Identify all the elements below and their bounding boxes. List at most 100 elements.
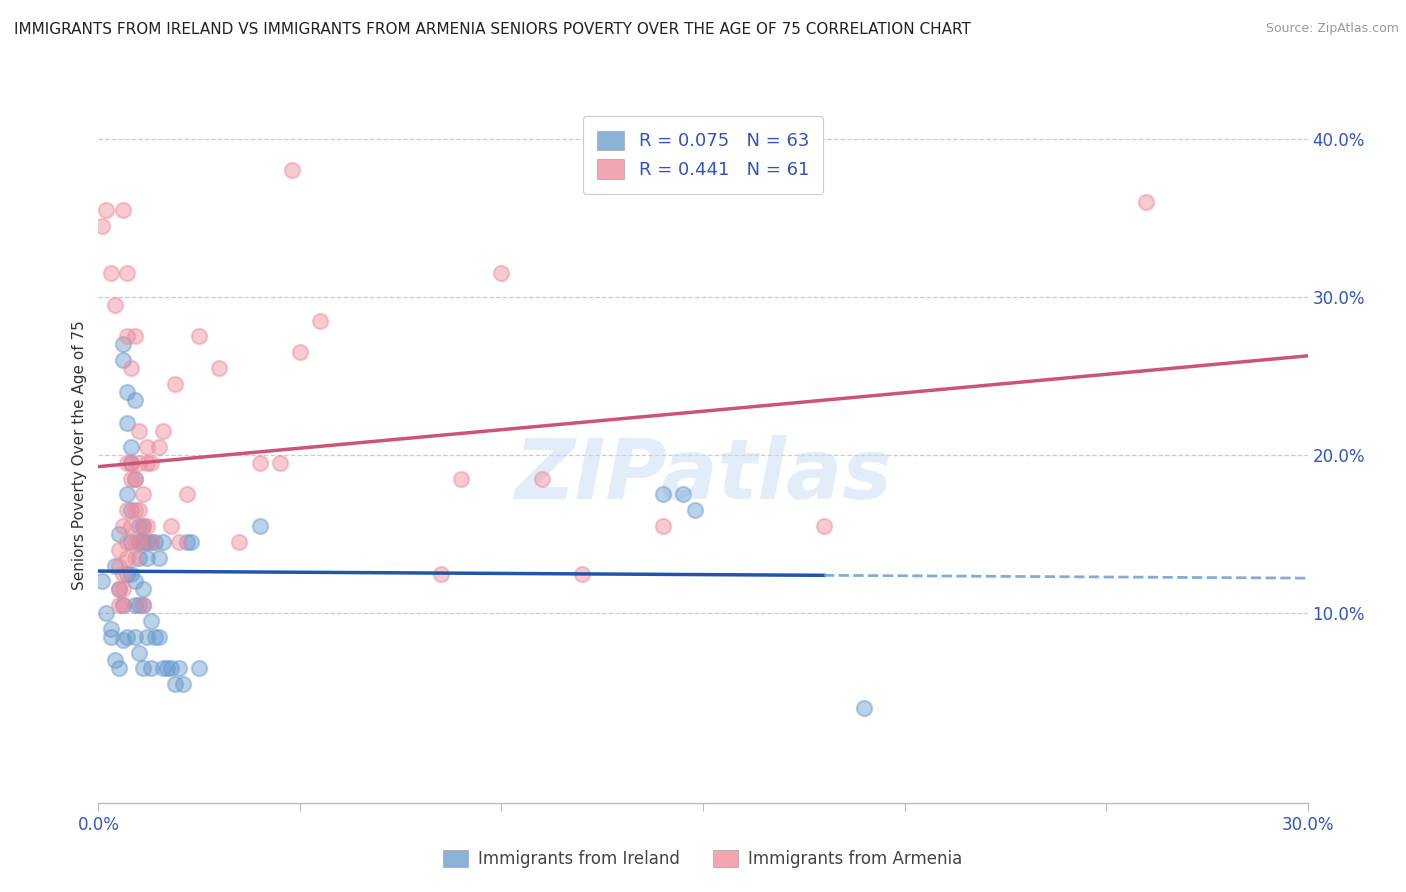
Point xyxy=(128,503,150,517)
Point xyxy=(124,598,146,612)
Point xyxy=(853,701,876,715)
Point xyxy=(269,456,291,470)
Legend: R = 0.075   N = 63, R = 0.441   N = 61: R = 0.075 N = 63, R = 0.441 N = 61 xyxy=(582,116,824,194)
Text: ZIPatlas: ZIPatlas xyxy=(515,435,891,516)
Point xyxy=(148,440,170,454)
Point xyxy=(135,534,157,549)
Point xyxy=(651,487,673,501)
Point xyxy=(139,534,162,549)
Point xyxy=(115,534,138,549)
Point xyxy=(111,519,134,533)
Point xyxy=(115,456,138,470)
Point xyxy=(450,472,472,486)
Point xyxy=(139,534,162,549)
Legend: Immigrants from Ireland, Immigrants from Armenia: Immigrants from Ireland, Immigrants from… xyxy=(437,843,969,875)
Point xyxy=(128,646,150,660)
Point xyxy=(120,534,142,549)
Point xyxy=(111,598,134,612)
Point xyxy=(115,630,138,644)
Point xyxy=(115,566,138,581)
Point xyxy=(115,384,138,399)
Point xyxy=(135,630,157,644)
Point xyxy=(120,519,142,533)
Point xyxy=(128,550,150,565)
Point xyxy=(571,566,593,581)
Point xyxy=(188,329,211,343)
Point xyxy=(128,598,150,612)
Point xyxy=(160,519,183,533)
Point xyxy=(120,472,142,486)
Point xyxy=(107,598,129,612)
Point xyxy=(107,558,129,573)
Point xyxy=(124,534,146,549)
Point xyxy=(120,456,142,470)
Point xyxy=(176,487,198,501)
Point xyxy=(132,519,155,533)
Point xyxy=(111,566,134,581)
Point xyxy=(172,677,194,691)
Point xyxy=(120,503,142,517)
Point xyxy=(651,519,673,533)
Point xyxy=(120,456,142,470)
Point xyxy=(530,472,553,486)
Point xyxy=(132,661,155,675)
Point xyxy=(111,202,134,217)
Text: IMMIGRANTS FROM IRELAND VS IMMIGRANTS FROM ARMENIA SENIORS POVERTY OVER THE AGE : IMMIGRANTS FROM IRELAND VS IMMIGRANTS FR… xyxy=(14,22,972,37)
Point xyxy=(111,598,134,612)
Point xyxy=(103,653,125,667)
Point xyxy=(132,582,155,597)
Point xyxy=(135,550,157,565)
Point xyxy=(124,472,146,486)
Point xyxy=(124,472,146,486)
Point xyxy=(143,534,166,549)
Point xyxy=(208,360,231,375)
Point xyxy=(430,566,453,581)
Point xyxy=(107,661,129,675)
Point xyxy=(124,550,146,565)
Point xyxy=(120,440,142,454)
Point xyxy=(152,424,174,438)
Point xyxy=(163,677,186,691)
Point xyxy=(309,313,332,327)
Point xyxy=(111,632,134,647)
Point xyxy=(100,622,122,636)
Point xyxy=(167,661,190,675)
Point xyxy=(135,440,157,454)
Point xyxy=(228,534,250,549)
Point xyxy=(107,582,129,597)
Point xyxy=(167,534,190,549)
Point xyxy=(152,661,174,675)
Point xyxy=(115,329,138,343)
Point xyxy=(91,219,114,233)
Point xyxy=(143,630,166,644)
Point xyxy=(103,298,125,312)
Point xyxy=(813,519,835,533)
Point xyxy=(128,456,150,470)
Point xyxy=(139,661,162,675)
Point xyxy=(100,630,122,644)
Point xyxy=(128,424,150,438)
Point xyxy=(491,266,513,280)
Point xyxy=(115,487,138,501)
Point xyxy=(281,163,304,178)
Point xyxy=(672,487,695,501)
Point xyxy=(111,353,134,368)
Point xyxy=(107,582,129,597)
Point xyxy=(128,534,150,549)
Point xyxy=(1135,194,1157,209)
Point xyxy=(163,376,186,391)
Point xyxy=(107,542,129,557)
Point xyxy=(152,534,174,549)
Point xyxy=(132,519,155,533)
Point xyxy=(96,606,118,620)
Point xyxy=(124,574,146,589)
Point xyxy=(124,503,146,517)
Point xyxy=(135,519,157,533)
Point xyxy=(249,456,271,470)
Point xyxy=(100,266,122,280)
Point xyxy=(115,550,138,565)
Point xyxy=(115,266,138,280)
Point xyxy=(107,527,129,541)
Point xyxy=(176,534,198,549)
Point xyxy=(120,566,142,581)
